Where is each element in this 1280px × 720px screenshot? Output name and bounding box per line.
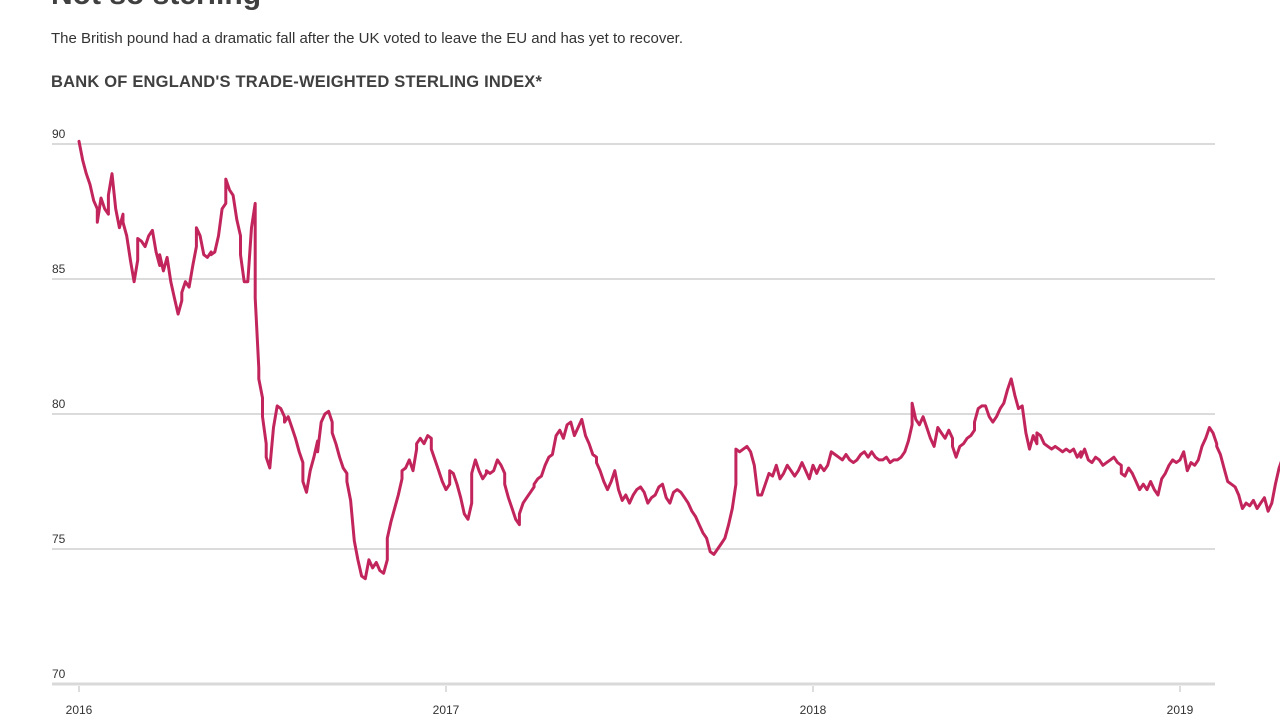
page-title: Not so sterling — [51, 0, 261, 12]
y-axis-tick-labels: 70 75 80 85 90 — [52, 127, 66, 681]
x-tick-label: 2019 — [1167, 703, 1194, 717]
series-line — [77, 139, 1280, 581]
x-tick-label: 2017 — [433, 703, 460, 717]
x-axis: 2016 2017 2018 2019 — [66, 686, 1194, 717]
gridlines — [52, 143, 1215, 686]
y-tick-label: 75 — [52, 532, 66, 546]
y-tick-label: 80 — [52, 397, 66, 411]
y-tick-label: 70 — [52, 667, 66, 681]
y-tick-label: 90 — [52, 127, 66, 141]
x-tick-label: 2016 — [66, 703, 93, 717]
series-layer — [77, 139, 1280, 581]
chart-title: BANK OF ENGLAND'S TRADE-WEIGHTED STERLIN… — [51, 73, 543, 91]
subtitle: The British pound had a dramatic fall af… — [51, 30, 684, 47]
x-tick-label: 2018 — [800, 703, 827, 717]
y-tick-label: 85 — [52, 262, 66, 276]
